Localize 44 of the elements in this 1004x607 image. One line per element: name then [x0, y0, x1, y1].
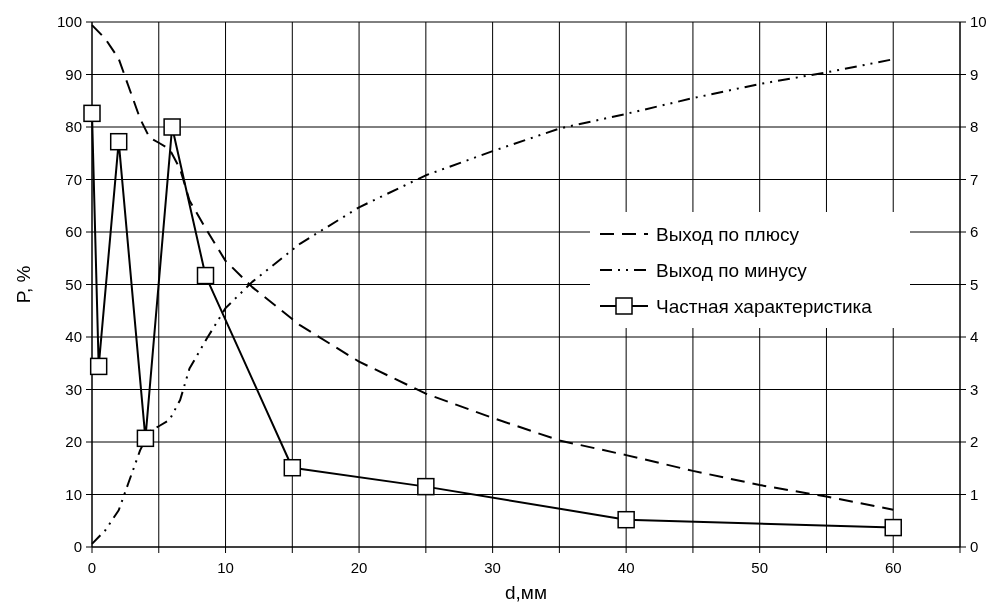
point: [109, 132, 128, 151]
y2-tick-label: 0: [970, 538, 979, 556]
point: [884, 518, 902, 537]
y-tick-label: 50: [65, 275, 82, 293]
y2-tick-label: 2: [970, 433, 979, 451]
y2-tick-label: 7: [970, 170, 979, 188]
y-tick-label: 80: [65, 118, 82, 136]
y-axis-title: P, %: [13, 265, 34, 304]
legend-label: Выход по плюсу: [656, 223, 800, 245]
point: [83, 104, 101, 123]
y2-tick-label: 10: [970, 13, 987, 31]
y2-tick-label: 3: [970, 380, 979, 398]
y-tick-label: 0: [73, 538, 82, 556]
x-tick-label: 20: [350, 559, 368, 576]
y-tick-label: 100: [56, 13, 82, 31]
point: [617, 510, 635, 529]
x-tick-label: 60: [884, 559, 902, 576]
point: [283, 458, 302, 477]
point: [89, 357, 108, 376]
legend-label: Частная характеристика: [656, 295, 873, 317]
x-tick-label: 50: [751, 559, 769, 576]
y2-tick-label: 5: [970, 275, 979, 293]
y2-tick-label: 1: [970, 485, 979, 503]
y2-tick-label: 4: [970, 328, 979, 346]
y-tick-label: 20: [65, 433, 82, 451]
y-tick-label: 90: [65, 65, 82, 83]
x-tick-label: 40: [617, 559, 635, 576]
y-tick-label: 60: [65, 223, 82, 241]
legend-label: Выход по минусу: [656, 259, 808, 281]
x-tick-label: 30: [484, 559, 501, 576]
y2-tick-label: 6: [970, 223, 979, 241]
y2-tick-label: 9: [970, 65, 979, 83]
x-tick-label: 10: [217, 559, 234, 576]
y2-tick-label: 8: [970, 118, 979, 136]
y-tick-label: 70: [65, 170, 82, 188]
x-tick-label: 0: [87, 559, 97, 576]
point: [136, 429, 155, 448]
y-tick-label: 30: [65, 380, 82, 398]
x-axis-title: d,мм: [505, 582, 547, 603]
y-tick-label: 10: [65, 485, 82, 503]
point: [417, 477, 435, 496]
point: [196, 266, 215, 285]
point: [163, 118, 181, 136]
y-tick-label: 40: [65, 328, 82, 346]
